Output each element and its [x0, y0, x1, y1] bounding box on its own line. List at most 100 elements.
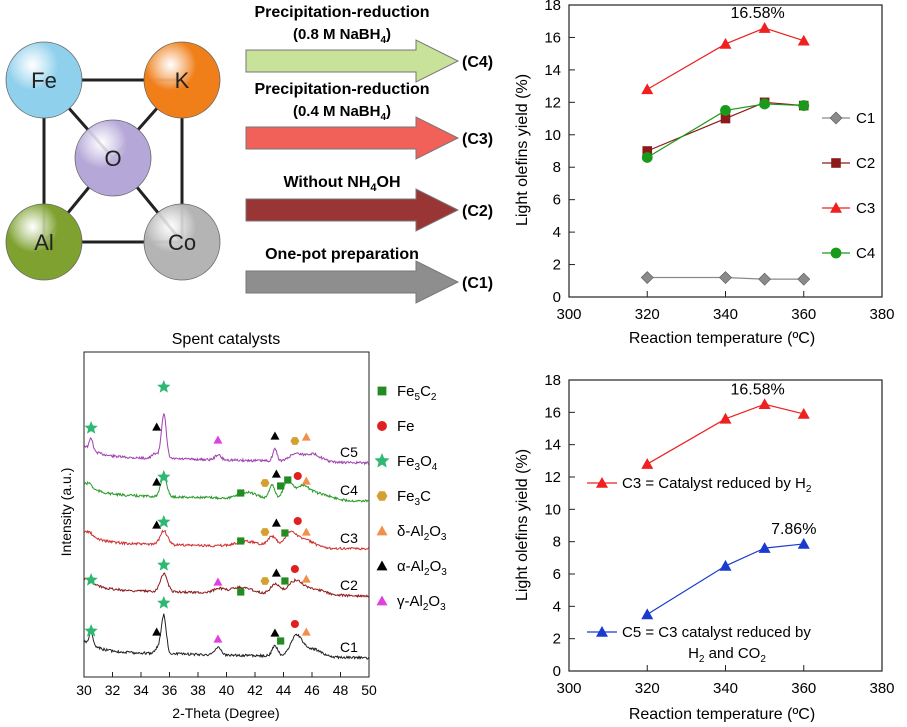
- olefin-yield-chart-c3-c5: 0 2 4 6 8 10 12 14 16 18 300 320 340 360 380 Light ole…: [514, 372, 895, 723]
- data-point: [641, 83, 654, 95]
- x-tick-label: 300: [556, 306, 581, 323]
- route-c2: Without NH4OH (C2): [245, 174, 493, 232]
- x-tick-label: 32: [105, 682, 121, 698]
- legend-label: Fe3C: [397, 488, 431, 508]
- series-line: [646, 27, 804, 90]
- y-tick-label: 8: [553, 159, 561, 176]
- data-point: [719, 412, 732, 424]
- series-c4: [641, 98, 810, 163]
- route-reagent: (0.4 M NaBH4): [293, 103, 391, 123]
- series-line: [647, 276, 804, 280]
- catalyst-scheme: Fe K O Al Co Precipitation-reduction (0.8 M N…: [5, 4, 493, 304]
- phase-marker: [284, 476, 292, 484]
- legend-marker: [376, 525, 388, 536]
- phase-marker: [260, 479, 270, 487]
- c5-yield-annotation: 7.86%: [771, 521, 816, 538]
- xrd-curve-label: C2: [340, 577, 358, 593]
- legend-entry-c3: C3: [822, 200, 875, 217]
- phase-marker: [157, 470, 171, 483]
- legend-entry-c4: C4: [822, 245, 875, 262]
- xrd-legend-entry: Fe: [377, 418, 415, 435]
- phase-marker: [157, 596, 171, 609]
- legend-entry-c1: C1: [822, 110, 875, 127]
- y-tick-label: 4: [553, 224, 561, 241]
- data-point: [758, 398, 771, 410]
- y-tick-label: 16: [544, 404, 561, 421]
- route-product: (C4): [462, 54, 493, 71]
- x-tick-label: 42: [247, 682, 263, 698]
- phase-marker: [84, 624, 98, 637]
- y-tick-label: 18: [544, 0, 561, 14]
- series-line: [647, 101, 804, 152]
- data-point: [797, 34, 810, 46]
- legend-marker: [831, 158, 841, 168]
- data-point: [758, 272, 772, 286]
- legend-marker: [377, 421, 387, 431]
- x-tick-label: 40: [219, 682, 235, 698]
- route-arrow: [245, 188, 460, 232]
- phase-marker: [281, 529, 289, 537]
- y-axis-label: Light olefins yield (%): [514, 74, 531, 226]
- phase-marker: [270, 628, 280, 637]
- phase-marker: [301, 574, 311, 583]
- x-tick-label: 360: [791, 306, 816, 323]
- series-c3: [641, 398, 810, 469]
- x-tick-label: 380: [869, 680, 894, 697]
- phase-marker: [213, 577, 223, 586]
- phase-marker: [152, 422, 162, 431]
- atom-k: K: [143, 41, 221, 119]
- xrd-y-label: Intensity (a.u.): [58, 468, 74, 557]
- atom-sphere: [143, 41, 221, 119]
- y-tick-label: 4: [553, 598, 561, 615]
- legend-label: δ-Al2O3: [397, 523, 447, 543]
- atom-symbol: Co: [168, 230, 196, 255]
- xrd-curve-c4: C4: [83, 472, 370, 503]
- x-tick-label: 320: [635, 306, 660, 323]
- route-product: (C3): [462, 131, 493, 148]
- phase-marker: [290, 619, 299, 629]
- legend-entry-c2: C2: [822, 155, 875, 172]
- y-tick-label: 0: [553, 289, 561, 306]
- xrd-legend-entry: Fe5C2: [377, 383, 437, 403]
- x-tick-label: 46: [304, 682, 320, 698]
- legend-label: Fe5C2: [397, 383, 437, 403]
- data-point: [758, 22, 771, 33]
- phase-marker: [260, 528, 270, 536]
- atom-symbol: K: [175, 68, 190, 93]
- legend-marker: [830, 202, 842, 213]
- y-tick-label: 18: [544, 372, 561, 389]
- phase-marker: [290, 564, 299, 574]
- x-tick-label: 44: [276, 682, 292, 698]
- xrd-frame: [83, 351, 370, 678]
- xrd-curve-c1: C1: [83, 613, 370, 660]
- x-tick-label: 340: [713, 306, 738, 323]
- x-tick-label: 340: [713, 680, 738, 697]
- data-point: [798, 100, 810, 111]
- phase-marker: [277, 482, 285, 490]
- xrd-legend-entry: Fe3O4: [374, 453, 438, 473]
- xrd-curve-label: C5: [340, 444, 358, 460]
- data-point: [641, 458, 654, 469]
- route-arrow: [245, 260, 460, 304]
- route-label: One-pot preparation: [265, 246, 419, 263]
- x-axis-label: Reaction temperature (ºC): [629, 330, 815, 347]
- legend-label: C1: [856, 110, 875, 127]
- xrd-curve-c3: C3: [83, 529, 370, 551]
- series-line: [646, 403, 804, 465]
- data-point: [797, 272, 811, 286]
- xrd-curve-label: C1: [340, 639, 358, 655]
- data-point: [797, 407, 810, 419]
- phase-marker: [84, 421, 98, 434]
- y-axis-label: Light olefins yield (%): [514, 449, 531, 601]
- x-tick-label: 50: [361, 682, 377, 698]
- phase-marker: [293, 516, 302, 526]
- data-point: [640, 271, 654, 284]
- data-point: [720, 113, 731, 124]
- phase-marker: [260, 577, 270, 585]
- route-c1: One-pot preparation (C1): [245, 246, 493, 304]
- route-arrow: [245, 39, 460, 83]
- x-tick-label: 34: [133, 682, 149, 698]
- x-tick-label: 360: [791, 680, 816, 697]
- legend-entry-c5: C5 = C3 catalyst reduced by H2 and CO2: [587, 624, 811, 665]
